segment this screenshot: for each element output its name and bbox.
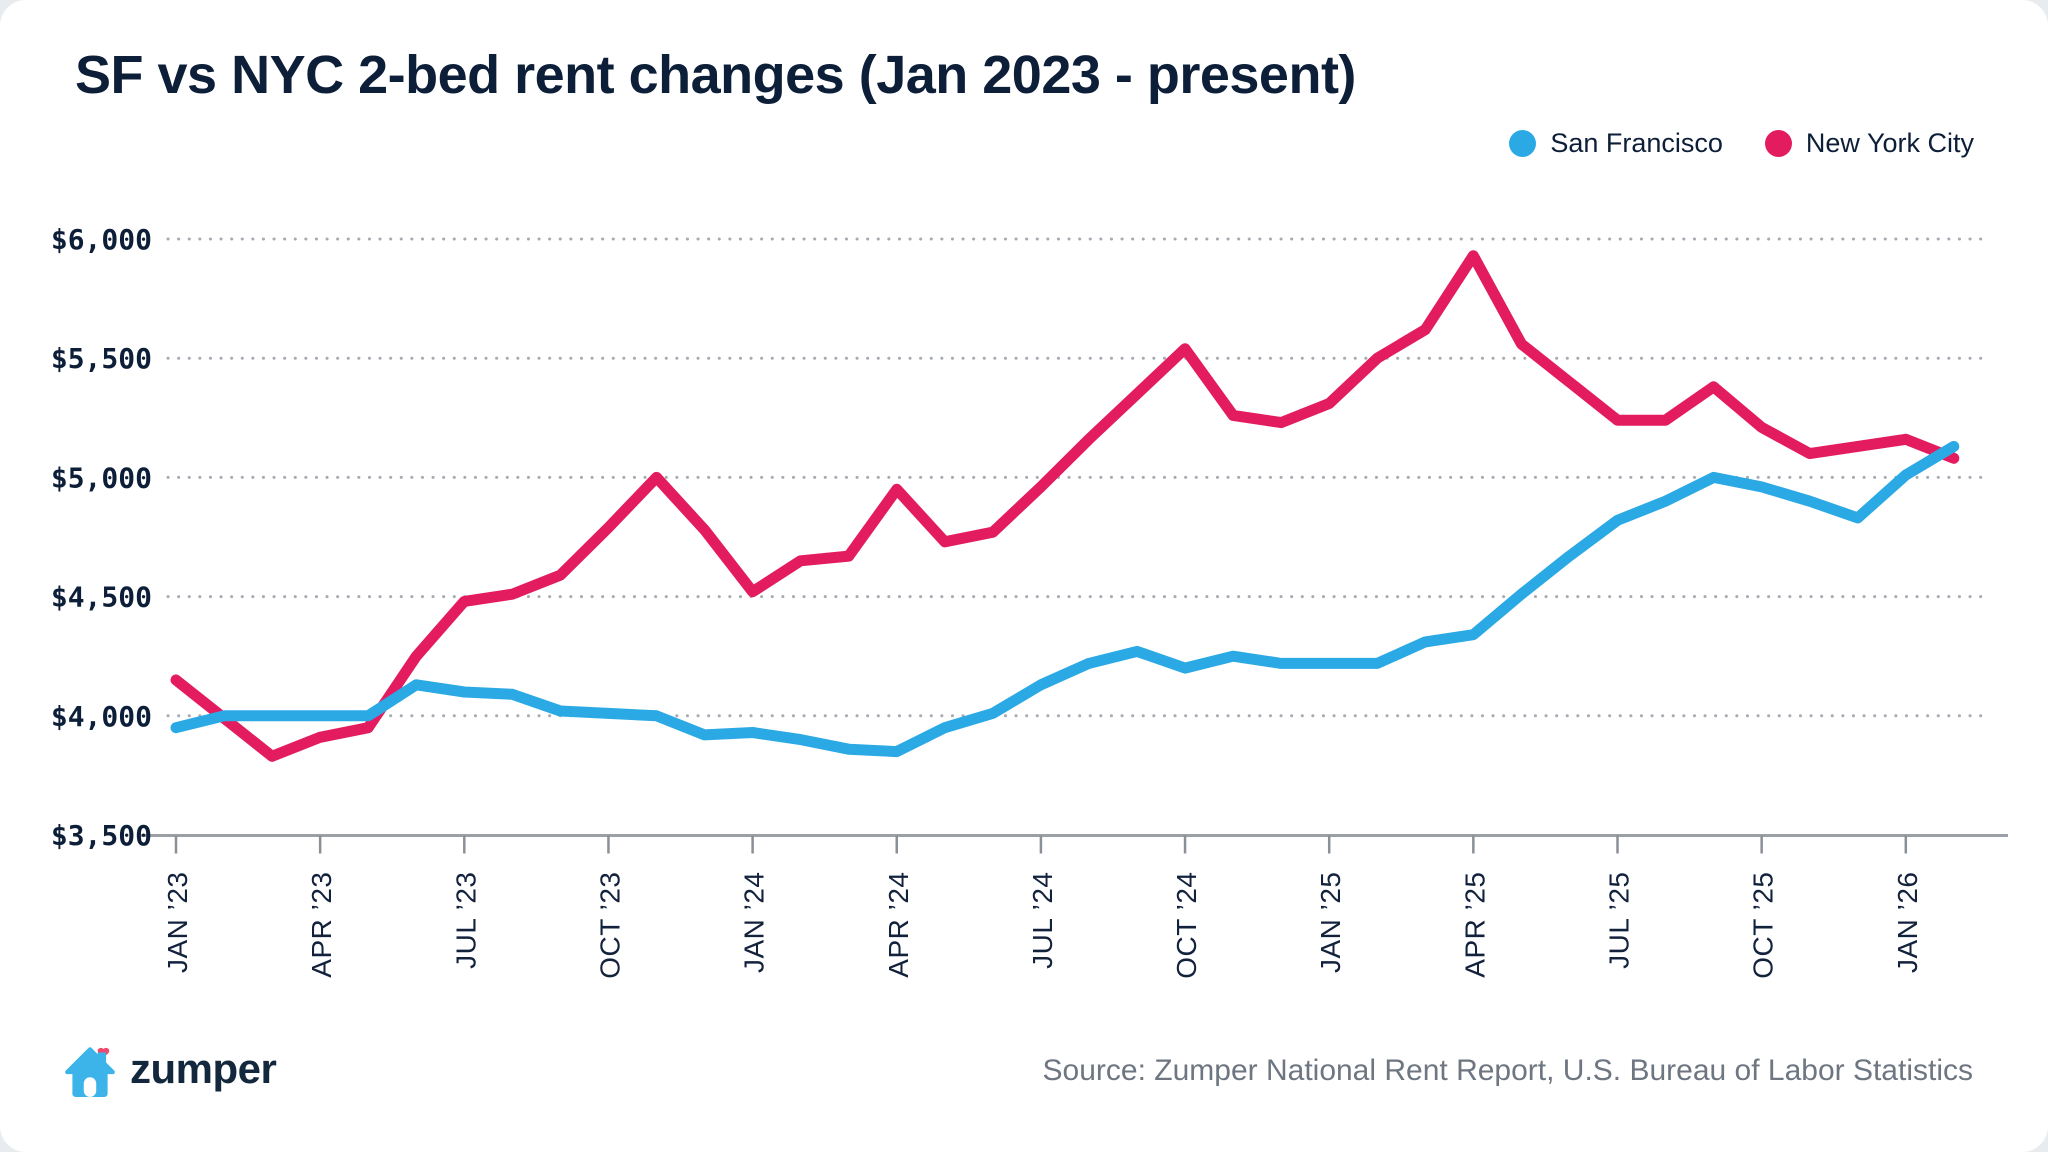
axis-labels: $3,500 $4,000 $4,500 $5,000 $5,500 $6,000 JAN … [51, 223, 1923, 979]
legend: San Francisco New York City [1509, 128, 1974, 159]
series-san-francisco [170, 440, 1960, 758]
new-york-city-dot-icon [1764, 130, 1792, 157]
x-axis-tick-label: APR ’25 [1459, 872, 1490, 978]
x-axis-tick-label: JUL ’25 [1604, 872, 1635, 969]
y-axis-tick-label: $4,500 [51, 581, 152, 614]
legend-label: New York City [1805, 128, 1974, 158]
data-series [170, 250, 1960, 762]
x-axis-tick-label: JAN ’25 [1315, 872, 1346, 974]
page-title: SF vs NYC 2-bed rent changes (Jan 2023 -… [75, 45, 1356, 105]
y-axis-tick-label: $6,000 [51, 223, 152, 256]
x-axis-tick-label: JUL ’23 [450, 872, 481, 969]
legend-item-san-francisco: San Francisco [1509, 128, 1723, 159]
x-axis-tick-label: JAN ’23 [162, 872, 193, 974]
series-new-york-city [170, 250, 1960, 762]
y-axis-tick-label: $5,000 [51, 461, 152, 494]
x-axis-tick-label: APR ’23 [306, 872, 337, 978]
zumper-logo: zumper [64, 1040, 277, 1098]
axes [140, 834, 2008, 854]
zumper-wordmark: zumper [130, 1045, 277, 1092]
x-axis-tick-label: APR ’24 [883, 872, 914, 978]
y-axis-tick-label: $4,000 [51, 700, 152, 733]
legend-label: San Francisco [1550, 128, 1723, 158]
x-axis-tick-label: JUL ’24 [1027, 872, 1058, 969]
legend-item-new-york-city: New York City [1764, 128, 1974, 159]
zumper-house-icon [65, 1047, 115, 1097]
source-attribution: Source: Zumper National Rent Report, U.S… [1042, 1054, 1973, 1087]
san-francisco-dot-icon [1509, 130, 1537, 157]
x-axis-tick-label: OCT ’25 [1748, 872, 1779, 979]
x-axis-tick-label: OCT ’23 [594, 872, 625, 979]
x-axis-tick-label: OCT ’24 [1171, 872, 1202, 979]
x-axis-tick-label: JAN ’26 [1892, 872, 1923, 974]
y-axis-tick-label: $3,500 [51, 819, 152, 852]
x-axis-tick-label: JAN ’24 [739, 872, 770, 974]
y-axis-tick-label: $5,500 [51, 342, 152, 375]
